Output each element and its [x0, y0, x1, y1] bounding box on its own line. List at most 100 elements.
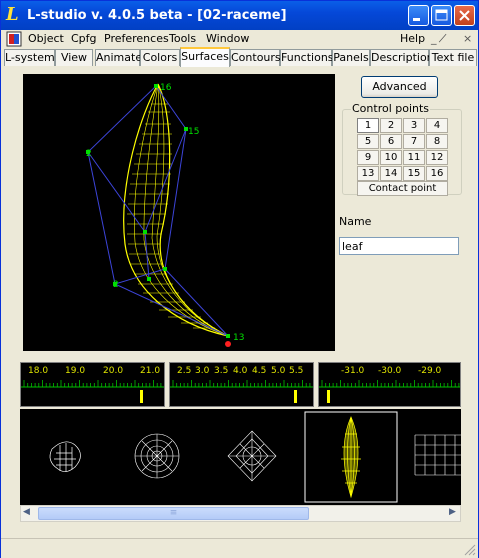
- surface-canvas[interactable]: 16 15 2 2 13: [23, 74, 335, 351]
- slider-1-track: [21, 380, 164, 403]
- cp-button-10[interactable]: 10: [380, 150, 402, 165]
- scroll-left-button[interactable]: ◀: [23, 507, 30, 517]
- minimize-button[interactable]: [408, 5, 429, 26]
- slider-2-label: 2.5: [177, 366, 192, 376]
- tab-animate[interactable]: Animate: [95, 49, 143, 66]
- slider-2-label: 3.5: [214, 366, 229, 376]
- cp-button-8[interactable]: 8: [426, 134, 448, 149]
- resize-grip-icon[interactable]: [464, 544, 476, 556]
- cp-button-7[interactable]: 7: [403, 134, 425, 149]
- menu-object[interactable]: Object: [28, 32, 64, 45]
- slider-3-track: [319, 380, 460, 403]
- cp-button-1[interactable]: 1: [357, 118, 379, 133]
- slider-2-track: [170, 380, 313, 403]
- slider-2[interactable]: 2.5 3.0 3.5 4.0 4.5 5.0 5.5: [169, 362, 314, 407]
- slider-2-label: 5.0: [271, 366, 286, 376]
- menu-help[interactable]: Help: [400, 32, 426, 45]
- tab-l-system[interactable]: L-system: [4, 49, 55, 66]
- slider-2-labels: 2.5 3.0 3.5 4.0 4.5 5.0 5.5: [170, 366, 313, 378]
- slider-1[interactable]: 18.0 19.0 20.0 21.0: [20, 362, 165, 407]
- selected-thumbnail-frame: [304, 411, 398, 503]
- endpoint-marker[interactable]: [225, 341, 231, 347]
- slider-3[interactable]: -31.0 -30.0 -29.0: [318, 362, 461, 407]
- thumbnail-4[interactable]: [341, 416, 361, 499]
- cp-button-3[interactable]: 3: [403, 118, 425, 133]
- surfaces-panel: 16 15 2 2 13 Advanced Control points 1 2…: [4, 67, 475, 353]
- thumbnail-canvas: [49, 411, 461, 503]
- mdi-minimize-button[interactable]: _: [431, 32, 437, 45]
- slider-3-labels: -31.0 -30.0 -29.0: [319, 366, 460, 378]
- cp-button-12[interactable]: 12: [426, 150, 448, 165]
- contact-point-button[interactable]: Contact point: [357, 181, 448, 196]
- tab-strip: L-system View Animate Colors Surfaces Co…: [1, 47, 478, 68]
- tab-text-file[interactable]: Text file: [429, 49, 477, 66]
- point-label-13: 13: [233, 333, 244, 343]
- slider-indicator[interactable]: [140, 390, 143, 403]
- point-labels: 16 15 2 2 13: [86, 83, 244, 343]
- menu-tools[interactable]: Tools: [169, 32, 197, 45]
- slider-1-labels: 18.0 19.0 20.0 21.0: [21, 366, 164, 378]
- tab-functions[interactable]: Functions: [280, 49, 334, 66]
- close-button[interactable]: [454, 5, 475, 26]
- cp-button-4[interactable]: 4: [426, 118, 448, 133]
- menu-preferences[interactable]: Preferences: [104, 32, 169, 45]
- tab-description[interactable]: Description: [370, 49, 434, 66]
- slider-2-label: 3.0: [195, 366, 210, 376]
- cp-button-11[interactable]: 11: [403, 150, 425, 165]
- cp-button-5[interactable]: 5: [357, 134, 379, 149]
- scroll-thumb[interactable]: ≡: [38, 507, 309, 520]
- leaf-surface-mesh: [123, 83, 229, 337]
- slider-3-label: -30.0: [378, 366, 402, 376]
- menu-bar: Object Cpfg Preferences Tools Window Hel…: [1, 30, 478, 48]
- window-title: L-studio v. 4.0.5 beta - [02-raceme]: [27, 8, 287, 23]
- thumbnail-1[interactable]: [49, 441, 81, 472]
- slider-indicator[interactable]: [294, 390, 297, 403]
- title-bar[interactable]: L L-studio v. 4.0.5 beta - [02-raceme]: [1, 1, 478, 30]
- slider-3-label: -31.0: [341, 366, 365, 376]
- advanced-button[interactable]: Advanced: [361, 76, 438, 98]
- slider-1-label: 19.0: [65, 366, 86, 376]
- slider-2-label: 5.5: [289, 366, 304, 376]
- control-points-group: Control points 1 2 3 4 5 6 7 8 9 10 11 1…: [342, 102, 462, 196]
- minimize-icon: [413, 18, 420, 21]
- menu-cpfg[interactable]: Cpfg: [71, 32, 97, 45]
- cp-button-16[interactable]: 16: [426, 166, 448, 181]
- slider-2-label: 4.5: [252, 366, 267, 376]
- app-icon: L: [6, 4, 19, 25]
- maximize-button[interactable]: [431, 5, 452, 26]
- scroll-right-button[interactable]: ▶: [449, 507, 456, 517]
- control-points[interactable]: [86, 84, 230, 338]
- cp-button-6[interactable]: 6: [380, 134, 402, 149]
- slider-indicator[interactable]: [327, 390, 330, 403]
- slider-1-label: 20.0: [103, 366, 124, 376]
- thumbnail-scrollbar[interactable]: ◀ ≡ ▶: [20, 505, 461, 522]
- surface-editor-view[interactable]: 16 15 2 2 13: [23, 74, 335, 351]
- slider-1-label: 21.0: [140, 366, 161, 376]
- tab-contours[interactable]: Contours: [230, 49, 281, 66]
- tab-panels[interactable]: Panels: [332, 49, 370, 66]
- menu-window[interactable]: Window: [206, 32, 250, 45]
- point-label-15: 15: [188, 127, 199, 137]
- thumbnail-2[interactable]: [134, 433, 180, 479]
- point-label-16: 16: [160, 83, 172, 93]
- maximize-icon: [435, 9, 448, 21]
- slider-2-label: 4.0: [233, 366, 248, 376]
- tab-surfaces[interactable]: Surfaces: [180, 47, 230, 67]
- surface-thumbnail-strip: [20, 409, 461, 506]
- point-label-2b: 2: [113, 280, 119, 290]
- cp-button-2[interactable]: 2: [380, 118, 402, 133]
- cp-button-9[interactable]: 9: [357, 150, 379, 165]
- thumbnail-3[interactable]: [227, 430, 277, 482]
- cp-button-13[interactable]: 13: [357, 166, 379, 181]
- thumbnail-5[interactable]: [414, 434, 461, 476]
- document-icon[interactable]: [6, 31, 22, 47]
- slider-3-label: -29.0: [418, 366, 442, 376]
- name-input[interactable]: [339, 237, 459, 255]
- tab-view[interactable]: View: [55, 49, 93, 66]
- cp-button-15[interactable]: 15: [403, 166, 425, 181]
- cp-button-14[interactable]: 14: [380, 166, 402, 181]
- point-label-2a: 2: [86, 149, 92, 159]
- tab-colors[interactable]: Colors: [140, 49, 180, 66]
- mdi-close-button[interactable]: ×: [463, 32, 473, 45]
